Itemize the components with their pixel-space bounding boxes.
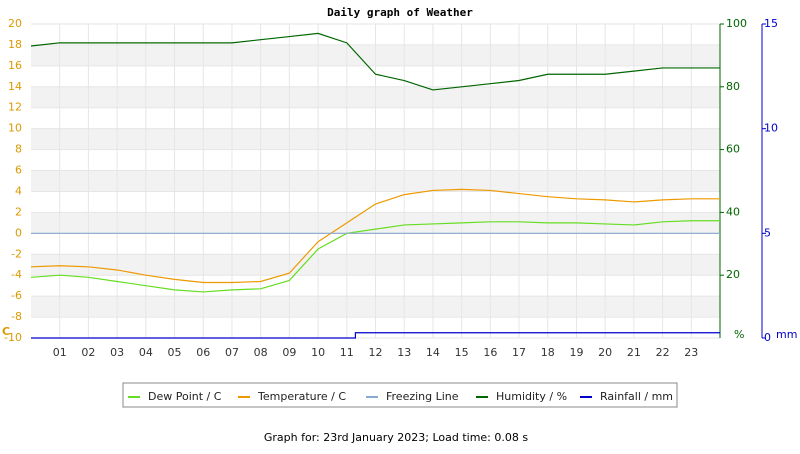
legend-box [122, 382, 678, 408]
x-tick-label: 17 [512, 346, 526, 359]
x-tick-label: 13 [397, 346, 411, 359]
x-tick-label: 20 [598, 346, 612, 359]
legend-label: Temperature / C [257, 390, 346, 403]
x-tick-label: 15 [455, 346, 469, 359]
y-tick-label: -10 [4, 331, 22, 344]
y3-tick-label: 5 [764, 226, 771, 239]
x-tick-label: 16 [483, 346, 497, 359]
x-tick-label: 19 [569, 346, 583, 359]
y-tick-label: 4 [15, 184, 22, 197]
y2-tick-label: 60 [726, 143, 740, 156]
y-tick-label: 6 [15, 164, 22, 177]
y3-tick-label: 10 [764, 122, 778, 135]
x-tick-label: 08 [254, 346, 268, 359]
x-tick-label: 18 [541, 346, 555, 359]
legend-label: Humidity / % [496, 390, 567, 403]
y-tick-label: 18 [8, 38, 22, 51]
y-tick-label: 16 [8, 59, 22, 72]
y-tick-label: 8 [15, 143, 22, 156]
legend-label: Rainfall / mm [600, 390, 673, 403]
y2-unit: % [734, 328, 744, 341]
legend-label: Dew Point / C [148, 390, 222, 403]
y-tick-label: 2 [15, 205, 22, 218]
x-tick-label: 03 [110, 346, 124, 359]
y-unit: C [2, 325, 10, 338]
y2-tick-label: 100 [726, 17, 747, 30]
x-tick-label: 05 [168, 346, 182, 359]
x-tick-label: 10 [311, 346, 325, 359]
y-tick-label: 20 [8, 17, 22, 30]
x-tick-label: 23 [684, 346, 698, 359]
legend-label: Freezing Line [386, 390, 459, 403]
y-tick-label: 0 [15, 226, 22, 239]
y-tick-label: -6 [11, 289, 22, 302]
y-tick-label: -4 [11, 268, 22, 281]
y3-unit: mm [776, 328, 797, 341]
y2-tick-label: 80 [726, 80, 740, 93]
series-line [30, 188, 720, 284]
x-tick-label: 02 [81, 346, 95, 359]
series-line [31, 332, 720, 339]
y-tick-label: 14 [8, 80, 22, 93]
x-tick-label: 22 [656, 346, 670, 359]
series-line [30, 220, 720, 293]
x-tick-label: 06 [196, 346, 210, 359]
y3-tick-label: 0 [764, 331, 771, 344]
series-line [30, 32, 720, 91]
footer: Graph for: 23rd January 2023; Load time:… [264, 431, 529, 444]
y2-tick-label: 20 [726, 268, 740, 281]
x-tick-label: 14 [426, 346, 440, 359]
y-tick-label: 12 [8, 101, 22, 114]
chart-title: Daily graph of Weather [327, 6, 473, 19]
x-tick-label: 12 [369, 346, 383, 359]
y3-tick-label: 15 [764, 17, 778, 30]
y-tick-label: -2 [11, 247, 22, 260]
x-tick-label: 21 [627, 346, 641, 359]
x-tick-label: 01 [53, 346, 67, 359]
x-tick-label: 09 [282, 346, 296, 359]
y2-tick-label: 40 [726, 205, 740, 218]
y-tick-label: 10 [8, 122, 22, 135]
x-tick-label: 07 [225, 346, 239, 359]
y-tick-label: -8 [11, 310, 22, 323]
x-tick-label: 04 [139, 346, 153, 359]
x-tick-label: 11 [340, 346, 354, 359]
